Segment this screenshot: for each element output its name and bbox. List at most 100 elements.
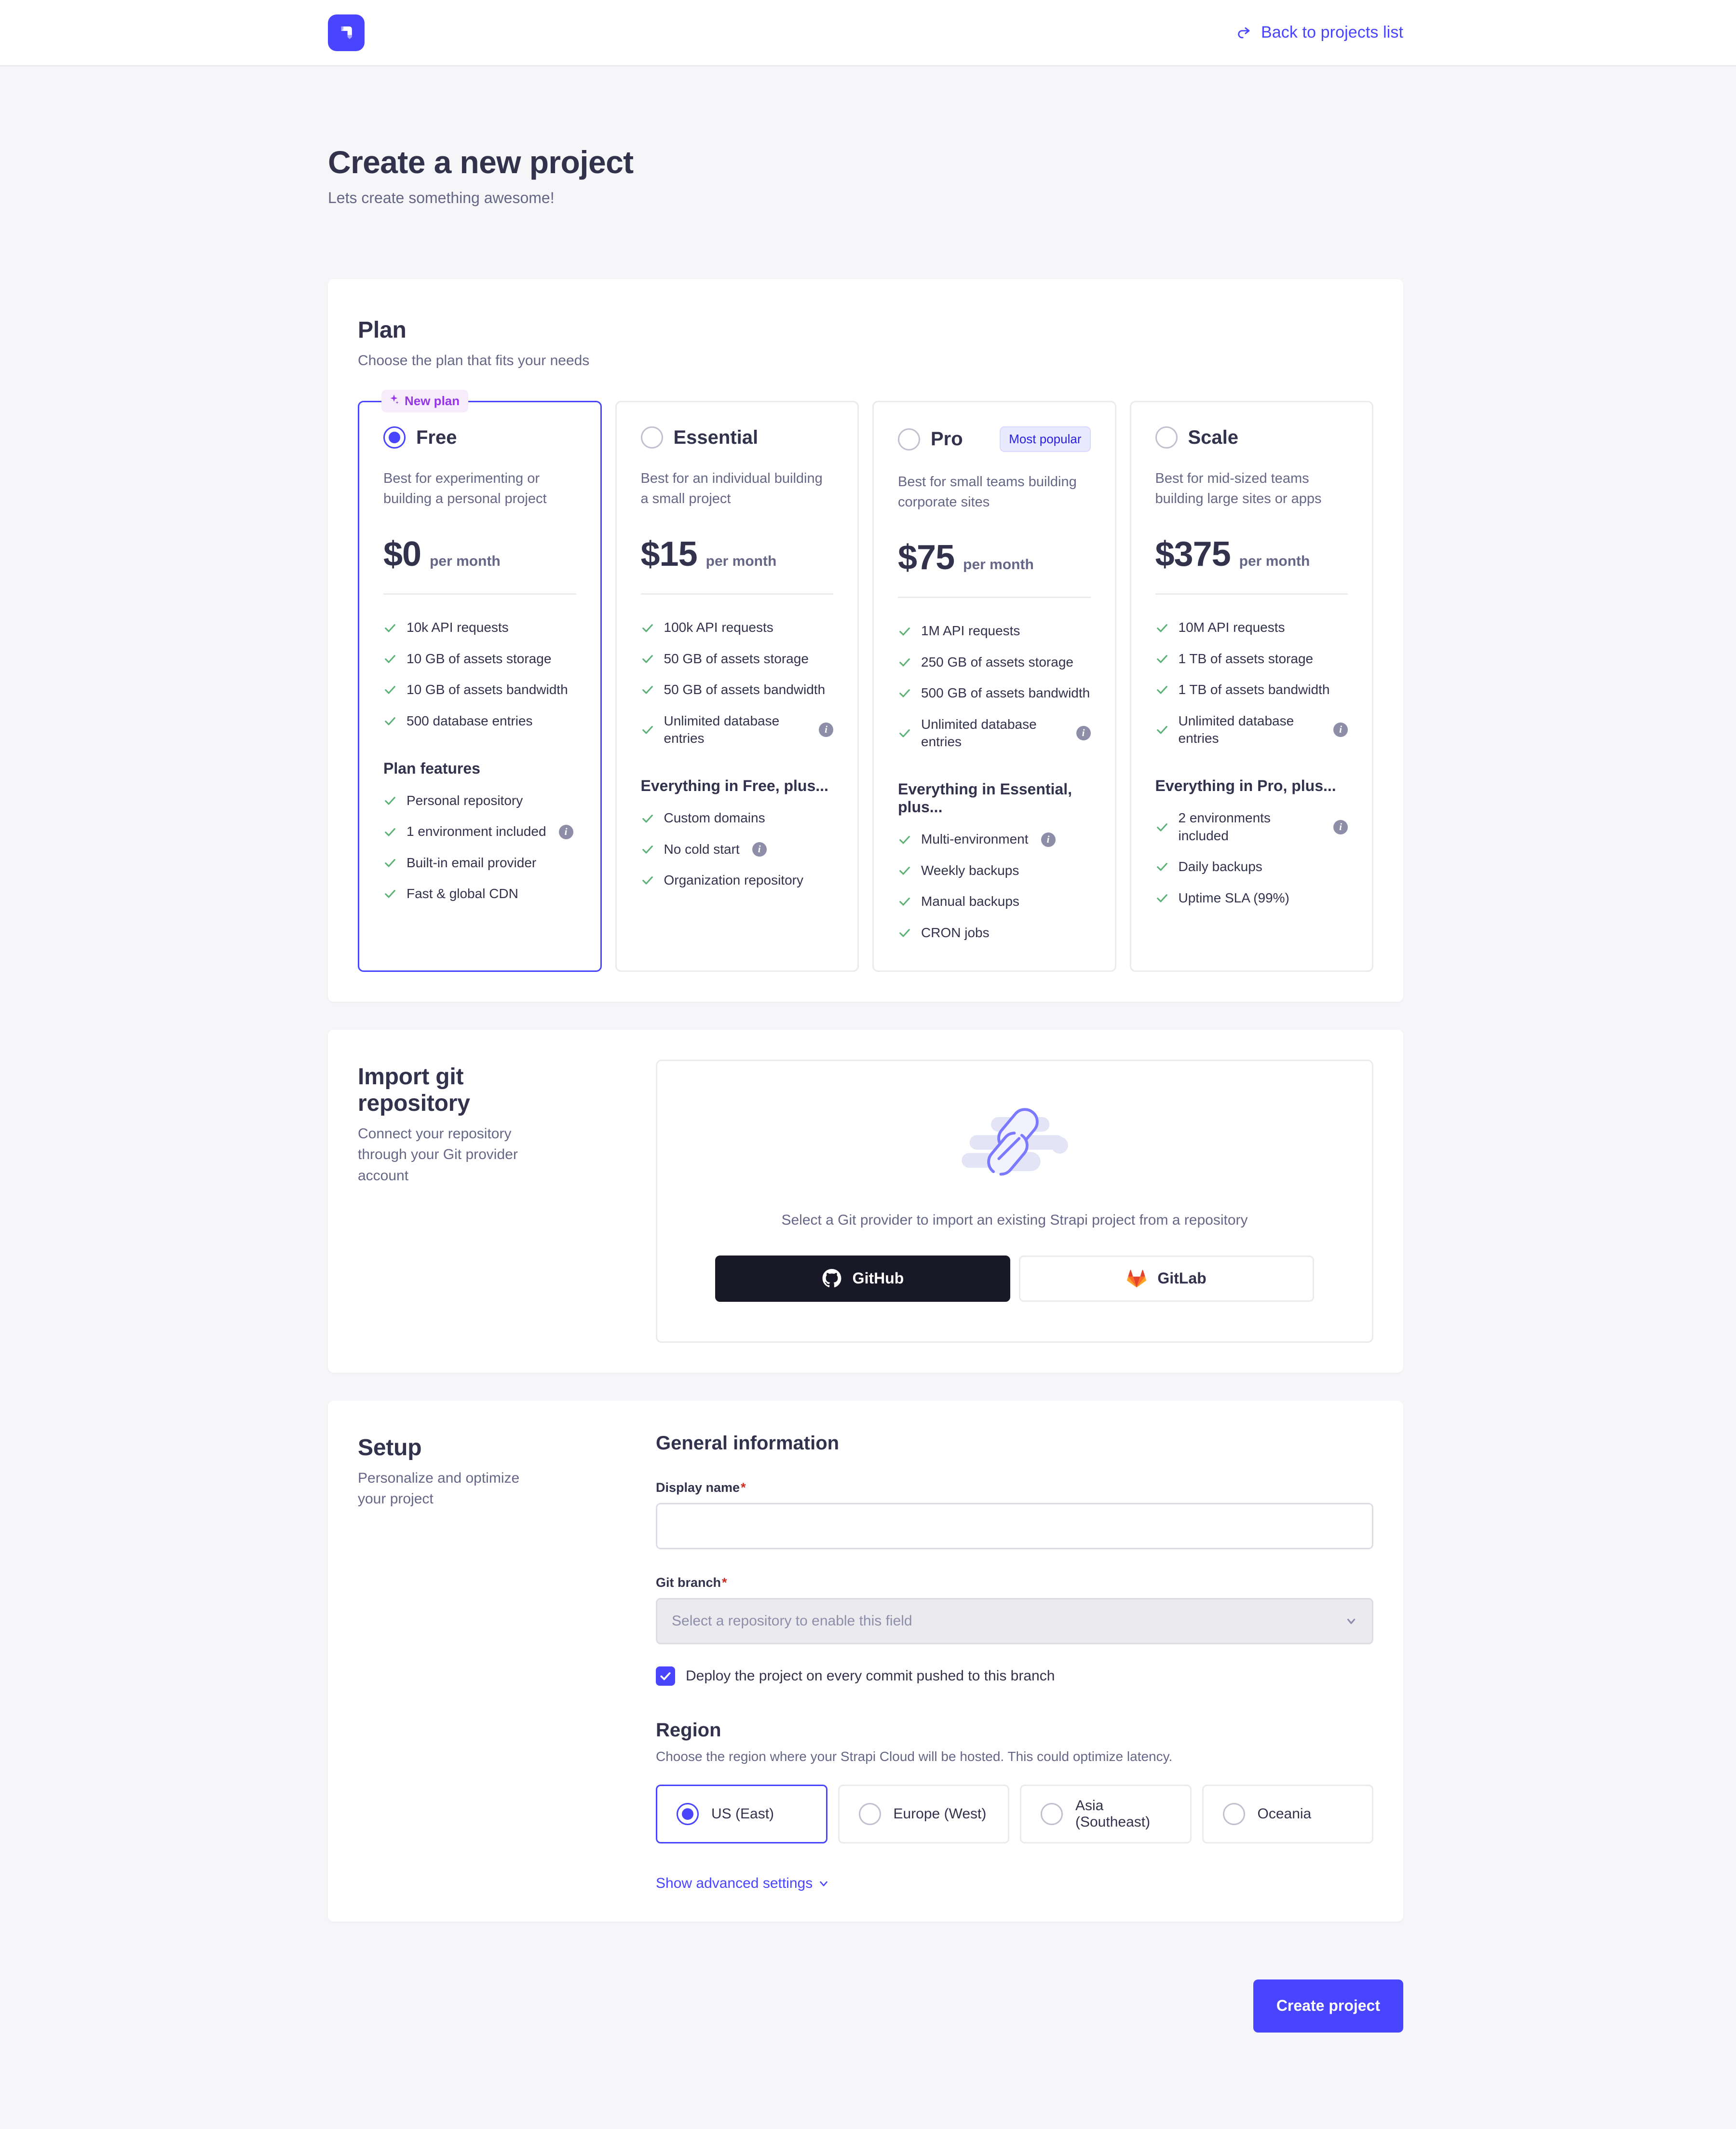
gitlab-icon bbox=[1126, 1269, 1147, 1289]
plan-radio-scale[interactable] bbox=[1155, 426, 1178, 449]
plan-feature-item: 500 database entries bbox=[383, 706, 576, 737]
github-button[interactable]: GitHub bbox=[715, 1255, 1010, 1302]
info-icon[interactable]: i bbox=[1076, 725, 1091, 740]
back-to-projects-link[interactable]: Back to projects list bbox=[1236, 23, 1403, 42]
deploy-on-commit-checkbox[interactable] bbox=[656, 1666, 675, 1686]
plan-feature-item: Custom domains bbox=[641, 803, 834, 833]
plan-feature-label: 10 GB of assets storage bbox=[407, 651, 552, 666]
plan-feature-label: 100k API requests bbox=[664, 620, 773, 635]
plan-radio-group[interactable]: Free bbox=[383, 426, 457, 449]
gitlab-button[interactable]: GitLab bbox=[1019, 1255, 1314, 1302]
plan-card-free[interactable]: New plan Free Best for experimenting or bu… bbox=[358, 390, 602, 972]
info-icon[interactable]: i bbox=[819, 722, 833, 737]
git-section-info: Import git repository Connect your repos… bbox=[358, 1060, 647, 1343]
plan-radio-group[interactable]: Essential bbox=[640, 426, 759, 449]
plan-price: $375 bbox=[1155, 535, 1231, 574]
git-section-subtitle: Connect your repository through your Git… bbox=[358, 1125, 518, 1184]
region-option-3[interactable]: Oceania bbox=[1202, 1784, 1373, 1843]
plan-feature-item: 50 GB of assets bandwidth bbox=[641, 674, 834, 705]
region-option-1[interactable]: Europe (West) bbox=[838, 1784, 1009, 1843]
region-radio-3[interactable] bbox=[1222, 1802, 1245, 1825]
region-radio-1[interactable] bbox=[858, 1802, 881, 1825]
info-icon[interactable]: i bbox=[558, 824, 573, 839]
plan-radio-essential[interactable] bbox=[640, 426, 663, 449]
plan-price-row: $0 per month bbox=[383, 534, 576, 574]
plan-feature-item: Uptime SLA (99%) bbox=[1155, 883, 1348, 914]
plan-feature-list: 2 environments included i Daily backups Upt… bbox=[1155, 803, 1348, 914]
info-icon[interactable]: i bbox=[1041, 832, 1056, 847]
plan-description: Best for small teams building corporate … bbox=[898, 474, 1077, 510]
region-option-label: Asia (Southeast) bbox=[1075, 1797, 1151, 1830]
create-project-button[interactable]: Create project bbox=[1253, 1979, 1403, 2033]
plan-divider bbox=[898, 597, 1091, 599]
plan-feature-label: Unlimited database entries bbox=[921, 716, 1037, 749]
strapi-logo-icon[interactable] bbox=[328, 14, 365, 51]
git-provider-box: Select a Git provider to import an exist… bbox=[656, 1059, 1373, 1343]
plan-price: $0 bbox=[383, 535, 421, 574]
git-branch-select-placeholder: Select a repository to enable this field bbox=[672, 1612, 912, 1629]
plan-price-period: per month bbox=[430, 553, 501, 570]
git-branch-select[interactable]: Select a repository to enable this field bbox=[656, 1597, 1373, 1644]
check-icon bbox=[641, 873, 654, 887]
broken-link-icon bbox=[947, 1095, 1082, 1189]
check-icon bbox=[898, 864, 911, 877]
most-popular-badge: Most popular bbox=[1000, 426, 1091, 452]
info-icon[interactable]: i bbox=[1333, 722, 1348, 737]
show-advanced-settings-link[interactable]: Show advanced settings bbox=[656, 1875, 830, 1892]
plan-description: Best for experimenting or building a per… bbox=[383, 471, 547, 506]
plan-features-title: Plan features bbox=[383, 759, 480, 777]
page-heading-block: Create a new project Lets create somethi… bbox=[328, 67, 1403, 207]
plan-feature-label: Unlimited database entries bbox=[664, 713, 780, 746]
plan-card-scale[interactable]: Scale Best for mid-sized teams building l… bbox=[1129, 401, 1373, 972]
check-icon bbox=[641, 812, 654, 825]
plan-radio-group[interactable]: Pro bbox=[898, 428, 963, 450]
checkmark-icon bbox=[660, 1672, 671, 1680]
plan-name: Essential bbox=[673, 426, 759, 448]
plan-radio-pro[interactable] bbox=[898, 428, 920, 450]
new-plan-badge: New plan bbox=[381, 390, 469, 413]
plan-feature-label: Multi-environment bbox=[921, 832, 1029, 847]
plan-features-title: Everything in Free, plus... bbox=[640, 777, 828, 795]
info-icon[interactable]: i bbox=[752, 842, 767, 857]
plan-price: $15 bbox=[640, 535, 698, 574]
region-radio-0[interactable] bbox=[677, 1802, 699, 1825]
plan-feature-item: 50 GB of assets storage bbox=[641, 643, 834, 674]
check-icon bbox=[898, 655, 911, 669]
check-icon bbox=[1155, 891, 1169, 905]
setup-section-subtitle: Personalize and optimize your project bbox=[358, 1470, 520, 1507]
required-asterisk: * bbox=[741, 1480, 746, 1495]
display-name-input[interactable] bbox=[656, 1502, 1373, 1549]
setup-section-info: Setup Personalize and optimize your proj… bbox=[358, 1431, 647, 1892]
check-icon bbox=[1155, 820, 1169, 834]
check-icon bbox=[383, 887, 397, 901]
plan-divider bbox=[640, 593, 833, 595]
check-icon bbox=[641, 683, 654, 696]
check-icon bbox=[641, 723, 654, 737]
plan-feature-item: 1 TB of assets storage bbox=[1155, 643, 1348, 674]
region-option-0[interactable]: US (East) bbox=[656, 1784, 827, 1843]
plan-card-header: Scale bbox=[1155, 426, 1348, 449]
plan-radio-free[interactable] bbox=[383, 426, 406, 449]
check-icon bbox=[383, 825, 397, 839]
plan-card-essential[interactable]: Essential Best for an individual building… bbox=[615, 401, 859, 972]
plan-card-header: Essential bbox=[640, 426, 834, 449]
plan-feature-item: No cold start i bbox=[641, 834, 834, 865]
github-icon bbox=[822, 1269, 842, 1289]
plan-card-pro[interactable]: Pro Most popular Best for small teams buil… bbox=[872, 401, 1116, 972]
plan-feature-item: 1 environment included i bbox=[383, 816, 576, 847]
info-icon[interactable]: i bbox=[1333, 819, 1348, 834]
plan-radio-group[interactable]: Scale bbox=[1155, 426, 1238, 449]
plan-feature-item: Daily backups bbox=[1155, 851, 1348, 882]
plan-feature-item: 250 GB of assets storage bbox=[898, 647, 1091, 678]
plan-name: Free bbox=[416, 426, 457, 448]
check-icon bbox=[383, 652, 397, 666]
region-option-2[interactable]: Asia (Southeast) bbox=[1020, 1784, 1192, 1843]
plan-feature-list: Multi-environment i Weekly backups Manual b… bbox=[898, 824, 1091, 948]
deploy-on-commit-row[interactable]: Deploy the project on every commit pushe… bbox=[656, 1666, 1373, 1686]
plan-feature-item: Built-in email provider bbox=[383, 847, 576, 878]
plan-feature-item: Unlimited database entries i bbox=[898, 709, 1091, 758]
region-option-label: Oceania bbox=[1257, 1805, 1312, 1822]
check-icon bbox=[1155, 683, 1169, 696]
region-radio-2[interactable] bbox=[1041, 1802, 1063, 1825]
show-advanced-settings-label: Show advanced settings bbox=[656, 1875, 813, 1891]
